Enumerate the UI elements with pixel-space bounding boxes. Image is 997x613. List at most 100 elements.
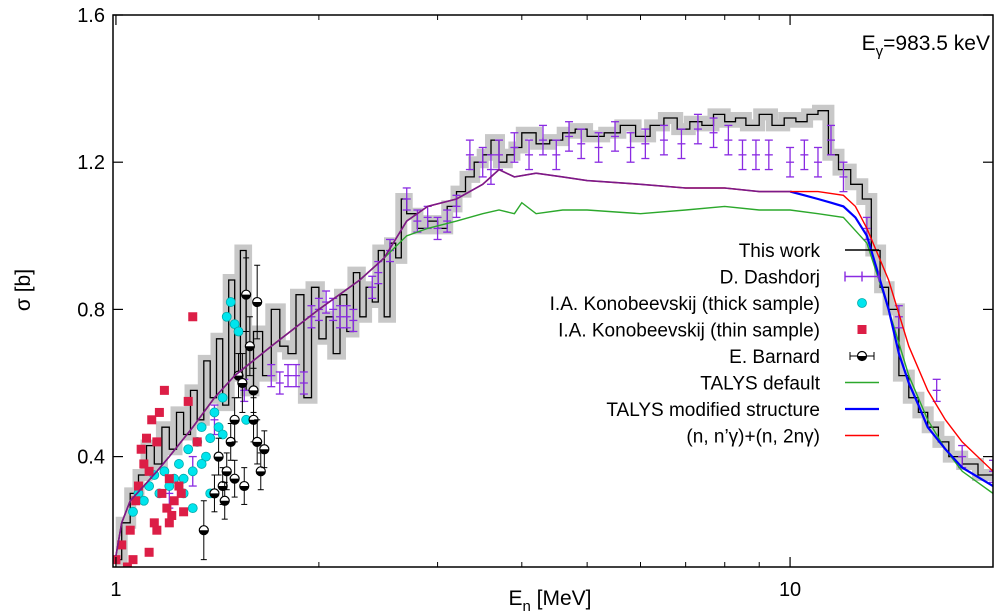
- series-this-work: [115, 110, 993, 561]
- legend: This work D. Dashdorj I.A. Konobeevskij (t…: [550, 241, 880, 448]
- series-line: [789, 190, 993, 487]
- data-point: [221, 311, 232, 322]
- legend-entry: (n, n’γ)+(n, 2nγ): [686, 427, 879, 448]
- series-n-n-n-2n: [115, 168, 993, 557]
- data-point: [139, 459, 149, 469]
- legend-label: E. Barnard: [729, 347, 820, 368]
- legend-swatch: [857, 356, 867, 361]
- data-point-half: [214, 456, 224, 462]
- data-point: [179, 507, 189, 517]
- axis-ticks: 0.4 0.8 1.2 1.6 1 10: [77, 5, 993, 601]
- data-point: [125, 525, 135, 535]
- data-point: [178, 473, 189, 484]
- data-point: [113, 555, 121, 565]
- this-work-step-line: [115, 110, 993, 561]
- data-point: [187, 466, 198, 477]
- x-axis-label: En [MeV]: [508, 587, 591, 613]
- data-point: [131, 496, 141, 506]
- y-axis-label: σ [b]: [12, 269, 35, 311]
- data-point: [188, 312, 198, 322]
- data-point: [217, 392, 228, 403]
- data-point-half: [230, 478, 240, 484]
- legend-entry: I.A. Konobeevskij (thin sample): [558, 321, 867, 342]
- data-point: [233, 326, 244, 337]
- data-point: [159, 466, 170, 477]
- data-point: [176, 488, 186, 498]
- data-point: [183, 444, 194, 455]
- data-point: [157, 488, 167, 498]
- data-point-half: [249, 390, 259, 395]
- data-point: [128, 555, 138, 565]
- data-point: [187, 503, 198, 514]
- data-point-half: [199, 530, 209, 535]
- legend-swatch: [857, 298, 867, 308]
- x-tick-label: 10: [779, 579, 801, 601]
- y-tick-label: 0.4: [77, 447, 105, 469]
- series-i-a-konobeevskij-thin-sample: [113, 312, 202, 567]
- legend-entry: E. Barnard: [729, 347, 875, 368]
- data-point-half: [252, 441, 262, 447]
- data-point-half: [230, 419, 240, 425]
- data-point-half: [239, 486, 249, 491]
- data-point-half: [241, 294, 251, 300]
- legend-label: I.A. Konobeevskij (thick sample): [550, 294, 820, 315]
- data-point: [144, 466, 154, 476]
- data-point-half: [249, 419, 259, 425]
- uncertainty-band: [115, 104, 993, 566]
- legend-entry: TALYS default: [700, 374, 879, 395]
- data-point: [159, 385, 169, 395]
- data-point: [128, 506, 138, 517]
- data-point: [225, 297, 236, 307]
- data-point-half: [259, 449, 269, 454]
- data-point-half: [226, 441, 236, 447]
- data-point: [196, 459, 207, 469]
- data-point-half: [245, 346, 255, 351]
- x-tick-label: 1: [110, 579, 121, 601]
- legend-label: I.A. Konobeevskij (thin sample): [558, 321, 820, 342]
- data-point: [122, 562, 132, 567]
- data-point: [201, 451, 211, 462]
- legend-label: D. Dashdorj: [720, 268, 820, 289]
- plot-border: [112, 14, 994, 568]
- data-point: [152, 525, 162, 535]
- this-work-band: [115, 104, 993, 566]
- legend-label: TALYS modified structure: [606, 400, 820, 421]
- series-talys-modified-structure: [789, 190, 993, 487]
- legend-entry: I.A. Konobeevskij (thick sample): [550, 294, 867, 315]
- data-point-half: [220, 500, 230, 506]
- data-point: [138, 495, 149, 506]
- data-point: [205, 433, 216, 444]
- data-point: [192, 437, 202, 447]
- series-layer: [113, 110, 993, 567]
- data-point: [213, 422, 224, 433]
- data-point: [133, 481, 143, 491]
- data-point-half: [209, 493, 219, 498]
- data-point: [117, 540, 127, 550]
- data-point: [154, 407, 164, 417]
- legend-swatch: [857, 325, 867, 334]
- data-point: [141, 433, 151, 443]
- series-e-barnard: [198, 257, 270, 561]
- data-point: [174, 481, 184, 491]
- data-point-half: [222, 471, 232, 476]
- data-point: [167, 510, 177, 520]
- y-tick-label: 0.8: [77, 299, 105, 321]
- data-point: [152, 437, 162, 447]
- data-point: [164, 518, 174, 528]
- data-point: [183, 396, 193, 406]
- data-point: [147, 415, 157, 425]
- legend-entry: This work: [739, 241, 879, 262]
- legend-entry: TALYS modified structure: [606, 400, 879, 421]
- data-point: [149, 518, 159, 528]
- data-point: [174, 459, 184, 469]
- data-point: [217, 429, 228, 440]
- data-point: [164, 474, 174, 484]
- y-tick-label: 1.2: [77, 152, 105, 174]
- legend-label: This work: [739, 241, 821, 262]
- series-line-overlay: [115, 168, 791, 557]
- data-point: [169, 496, 179, 506]
- legend-entry: D. Dashdorj: [720, 268, 880, 289]
- data-point: [196, 422, 207, 433]
- legend-label: TALYS default: [700, 374, 820, 395]
